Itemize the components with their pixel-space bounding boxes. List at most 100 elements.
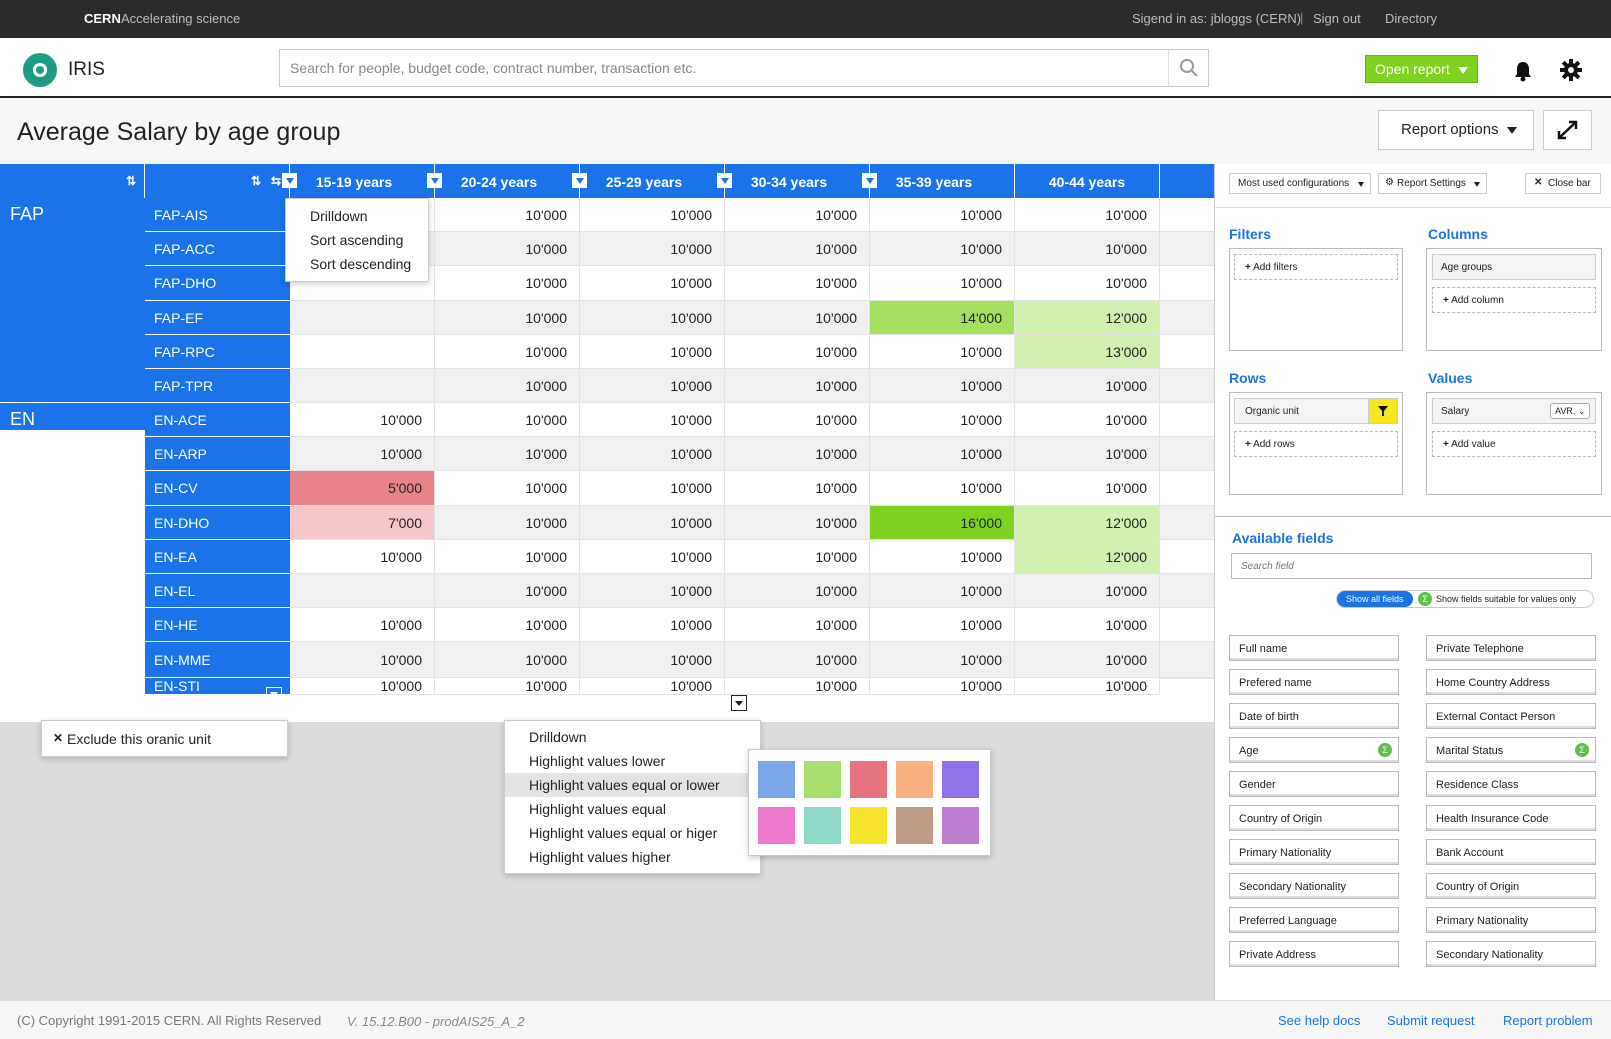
table-cell[interactable]: 10'000 <box>580 574 725 608</box>
table-cell[interactable]: 10'000 <box>725 471 870 506</box>
table-cell[interactable]: 10'000 <box>435 574 580 608</box>
sort-header-units[interactable]: ⇅ ⇆ <box>145 164 290 198</box>
cell-menu-item[interactable]: Highlight values higher <box>529 849 671 865</box>
table-cell[interactable]: 10'000 <box>1015 198 1160 232</box>
submit-request-link[interactable]: Submit request <box>1387 1013 1475 1028</box>
table-cell[interactable]: 10'000 <box>580 506 725 540</box>
cell-menu-item[interactable]: Highlight values equal or higer <box>529 825 718 841</box>
table-cell[interactable]: 10'000 <box>725 266 870 301</box>
sign-out-link[interactable]: Sign out <box>1313 11 1361 26</box>
chevron-down-icon[interactable] <box>427 173 442 188</box>
report-settings-dropdown[interactable]: ⚙ Report Settings <box>1378 173 1487 194</box>
table-cell[interactable]: 10'000 <box>580 198 725 232</box>
available-field[interactable]: Secondary Nationality <box>1229 873 1399 899</box>
table-cell[interactable]: 10'000 <box>725 437 870 471</box>
chevron-down-icon[interactable] <box>282 173 297 188</box>
table-cell[interactable]: 10'000 <box>580 608 725 642</box>
sort-header-groups[interactable]: ⇅ <box>0 164 145 198</box>
filter-icon[interactable] <box>1368 398 1398 424</box>
table-cell[interactable]: 10'000 <box>725 369 870 403</box>
column-menu-item[interactable]: Sort descending <box>310 256 412 272</box>
table-cell[interactable]: 10'000 <box>290 642 435 678</box>
table-cell[interactable]: 12'000 <box>1015 506 1160 540</box>
add-rows-button[interactable]: + Add rows <box>1234 431 1398 457</box>
search-input[interactable] <box>280 50 1165 86</box>
most-used-configurations-dropdown[interactable]: Most used configurations <box>1229 173 1371 194</box>
table-cell[interactable]: 10'000 <box>435 437 580 471</box>
table-cell[interactable]: 10'000 <box>725 608 870 642</box>
table-cell[interactable]: 10'000 <box>435 540 580 574</box>
available-field[interactable]: Health Insurance Code <box>1426 805 1596 831</box>
salary-chip[interactable]: Salary AVR. ⌄ <box>1432 398 1596 424</box>
row-label[interactable]: EN-HE <box>145 608 290 642</box>
chevron-down-icon[interactable] <box>862 173 877 188</box>
cell-menu-item[interactable]: Highlight values equal <box>529 801 666 817</box>
available-field[interactable]: Full name <box>1229 635 1399 661</box>
table-cell[interactable]: 10'000 <box>870 266 1015 301</box>
color-swatch[interactable] <box>896 807 933 844</box>
table-cell[interactable]: 10'000 <box>290 437 435 471</box>
table-cell[interactable]: 10'000 <box>580 540 725 574</box>
table-cell[interactable]: 10'000 <box>870 198 1015 232</box>
table-cell[interactable]: 10'000 <box>870 335 1015 369</box>
available-field[interactable]: Marital Status Σ <box>1426 737 1596 763</box>
table-cell[interactable]: 10'000 <box>580 266 725 301</box>
row-label[interactable]: EN-STI <box>145 678 290 703</box>
table-cell[interactable]: 10'000 <box>870 608 1015 642</box>
column-header[interactable]: 40-44 years <box>1015 164 1160 198</box>
table-cell[interactable]: 10'000 <box>435 678 580 695</box>
exclude-unit-menu-item[interactable]: ✕ Exclude this oranic unit <box>41 720 288 757</box>
show-all-fields-option[interactable]: Show all fields <box>1337 591 1413 607</box>
color-swatch[interactable] <box>942 807 979 844</box>
row-label[interactable]: FAP-DHO <box>145 266 290 301</box>
available-field[interactable]: Country of Origin <box>1229 805 1399 831</box>
close-bar-button[interactable]: ✕ Close bar <box>1525 173 1601 194</box>
table-cell[interactable]: 12'000 <box>1015 301 1160 335</box>
table-cell[interactable]: 10'000 <box>1015 232 1160 266</box>
table-cell[interactable]: 10'000 <box>870 642 1015 678</box>
cell-menu-item[interactable]: Highlight values equal or lower <box>505 773 760 797</box>
available-field[interactable]: Private Telephone <box>1426 635 1596 661</box>
bell-icon[interactable] <box>1512 60 1534 87</box>
table-cell[interactable]: 10'000 <box>725 678 870 695</box>
search-field-input[interactable] <box>1231 553 1592 579</box>
row-label[interactable]: FAP-AIS <box>145 198 290 232</box>
table-cell[interactable]: 10'000 <box>290 678 435 695</box>
column-header[interactable]: 30-34 years <box>717 164 870 198</box>
table-cell[interactable]: 10'000 <box>435 403 580 437</box>
available-field[interactable]: Date of birth <box>1229 703 1399 729</box>
table-cell[interactable]: 10'000 <box>580 369 725 403</box>
table-cell[interactable]: 10'000 <box>725 198 870 232</box>
color-swatch[interactable] <box>850 761 887 798</box>
help-docs-link[interactable]: See help docs <box>1278 1013 1361 1028</box>
table-cell[interactable]: 10'000 <box>870 403 1015 437</box>
table-cell[interactable]: 10'000 <box>870 232 1015 266</box>
table-cell[interactable]: 10'000 <box>870 471 1015 506</box>
table-cell[interactable]: 10'000 <box>580 642 725 678</box>
table-cell[interactable]: 10'000 <box>1015 608 1160 642</box>
color-swatch[interactable] <box>896 761 933 798</box>
table-cell[interactable]: 10'000 <box>725 403 870 437</box>
row-label[interactable]: EN-ARP <box>145 437 290 471</box>
color-swatch[interactable] <box>804 807 841 844</box>
chevron-down-icon[interactable] <box>266 687 282 703</box>
aggregation-select[interactable]: AVR. ⌄ <box>1550 403 1590 419</box>
table-cell[interactable] <box>290 335 435 369</box>
table-cell[interactable]: 10'000 <box>580 301 725 335</box>
column-header[interactable]: 25-29 years <box>572 164 725 198</box>
cell-menu-item[interactable]: Highlight values lower <box>529 753 666 769</box>
open-report-button[interactable]: Open report <box>1365 55 1478 83</box>
table-cell[interactable] <box>290 301 435 335</box>
table-cell[interactable]: 10'000 <box>1015 471 1160 506</box>
chevron-down-icon[interactable] <box>572 173 587 188</box>
available-field[interactable]: External Contact Person <box>1426 703 1596 729</box>
available-field[interactable]: Country of Origin <box>1426 873 1596 899</box>
report-options-button[interactable]: Report options <box>1378 110 1534 150</box>
available-field[interactable]: Gender <box>1229 771 1399 797</box>
table-cell[interactable]: 10'000 <box>725 540 870 574</box>
column-menu-item[interactable]: Drilldown <box>310 208 368 224</box>
add-value-button[interactable]: + Add value <box>1432 431 1596 457</box>
table-cell[interactable]: 10'000 <box>725 574 870 608</box>
table-cell[interactable]: 10'000 <box>290 403 435 437</box>
table-cell[interactable]: 10'000 <box>1015 574 1160 608</box>
